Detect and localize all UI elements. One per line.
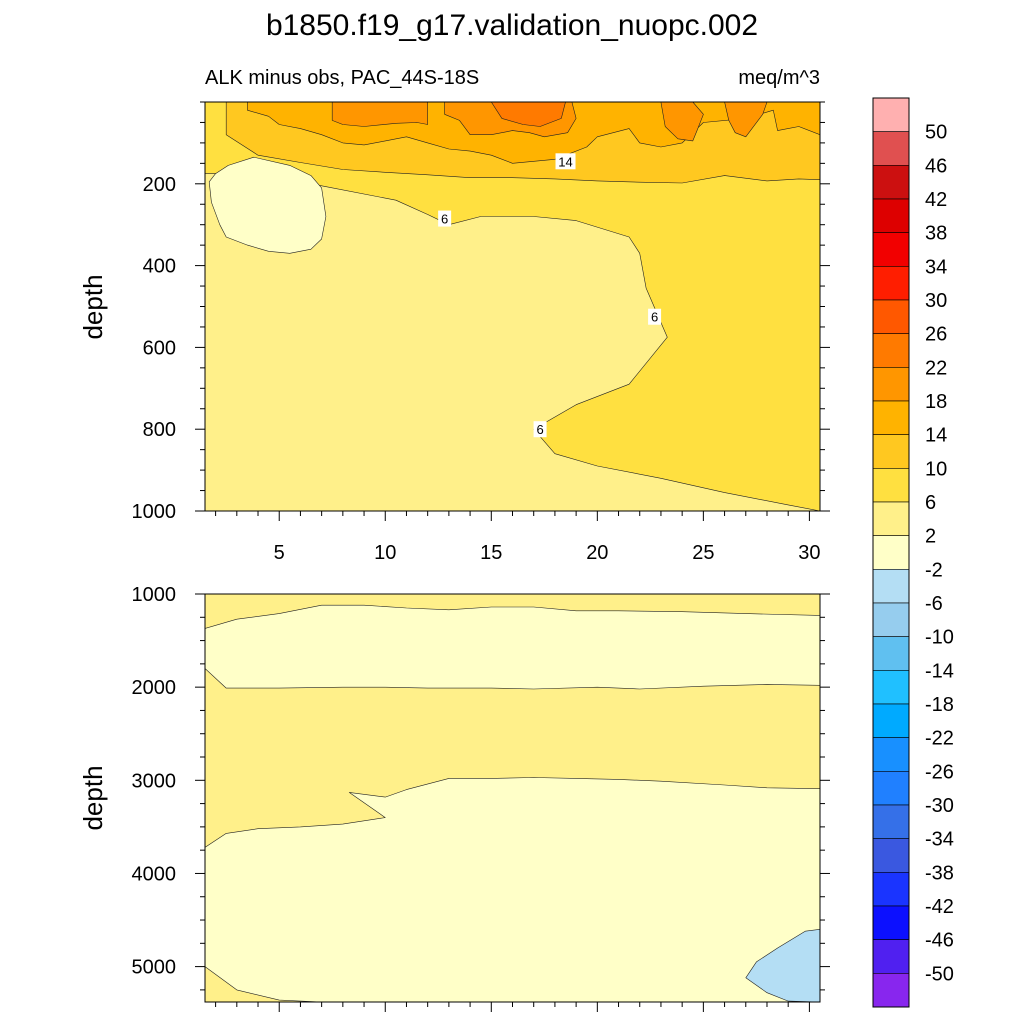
colorbar-label: -2 xyxy=(925,559,943,581)
colorbar-segment xyxy=(872,737,910,772)
upper-y-tick-label: 800 xyxy=(143,419,176,441)
upper-y-tick-label: 600 xyxy=(143,337,176,359)
contour-label: 6 xyxy=(441,212,448,227)
colorbar-segment xyxy=(872,299,910,334)
colorbar-label: 30 xyxy=(925,290,947,312)
colorbar-segment xyxy=(872,198,910,233)
upper-contour-region xyxy=(724,102,768,138)
upper-x-tick-label: 20 xyxy=(586,542,608,564)
upper-x-tick-label: 15 xyxy=(480,542,502,564)
lower-plot: 1000 2000 3000 4000 5000 xyxy=(132,584,830,1012)
colorbar-segment xyxy=(872,97,910,132)
colorbar-label: -22 xyxy=(925,728,954,750)
colorbar-segment xyxy=(872,602,910,637)
upper-y-tick-label: 200 xyxy=(143,174,176,196)
contour-label: 6 xyxy=(536,422,543,437)
colorbar-segment xyxy=(872,569,910,604)
upper-y-tick-label: 1000 xyxy=(132,501,177,523)
lower-y-tick-label: 3000 xyxy=(132,770,177,792)
upper-x-tick-label: 10 xyxy=(374,542,396,564)
lower-contour-region xyxy=(205,604,820,690)
contour-label: 14 xyxy=(558,154,572,169)
colorbar-label: -34 xyxy=(925,829,954,851)
colorbar-segment xyxy=(872,838,910,873)
subtitle-right: meq/m^3 xyxy=(738,67,820,89)
lower-y-axis-label: depth xyxy=(78,765,108,830)
colorbar-segment xyxy=(872,165,910,200)
colorbar-segment xyxy=(872,367,910,402)
colorbar-segment xyxy=(872,703,910,738)
contour-label: 6 xyxy=(651,310,658,325)
colorbar-segment xyxy=(872,670,910,705)
contour-label-box xyxy=(438,210,452,227)
colorbar-segment xyxy=(872,232,910,267)
upper-contour-region xyxy=(205,102,820,511)
colorbar-segment xyxy=(872,905,910,940)
colorbar-segment xyxy=(872,131,910,166)
colorbar-segment xyxy=(872,939,910,974)
colorbar-segment xyxy=(872,501,910,536)
contour-label-box xyxy=(555,153,576,170)
colorbar-segment xyxy=(872,468,910,503)
colorbar-label: 6 xyxy=(925,492,936,514)
colorbar-label: 10 xyxy=(925,458,947,480)
colorbar-label: 2 xyxy=(925,526,936,548)
lower-filled-contours xyxy=(205,594,820,1002)
lower-y-tick-label: 5000 xyxy=(132,957,177,979)
upper-contour-region xyxy=(208,156,327,254)
colorbar-label: -26 xyxy=(925,761,954,783)
colorbar-label: 14 xyxy=(925,425,947,447)
upper-contour-region xyxy=(660,102,704,142)
upper-x-tick-label: 5 xyxy=(274,542,285,564)
upper-contour-region xyxy=(490,102,566,127)
chart-title: b1850.f19_g17.validation_nuopc.002 xyxy=(266,9,758,42)
upper-y-axis-label: depth xyxy=(78,274,108,339)
colorbar-label: 26 xyxy=(925,324,947,346)
upper-x-tick-label: 30 xyxy=(798,542,820,564)
upper-x-tick-label: 25 xyxy=(692,542,714,564)
colorbar-segment xyxy=(872,771,910,806)
colorbar-segment xyxy=(872,973,910,1008)
colorbar-label: 42 xyxy=(925,189,947,211)
colorbar-label: 50 xyxy=(925,122,947,144)
colorbar-label: -46 xyxy=(925,930,954,952)
colorbar-label: -6 xyxy=(925,593,943,615)
colorbar-segment xyxy=(872,333,910,368)
upper-filled-contours xyxy=(205,102,820,511)
upper-y-tick-label: 400 xyxy=(143,256,176,278)
lower-y-tick-label: 1000 xyxy=(132,584,177,606)
colorbar-label: 22 xyxy=(925,357,947,379)
colorbar-label: -14 xyxy=(925,660,954,682)
colorbar-segment xyxy=(872,872,910,907)
colorbar-segment xyxy=(872,266,910,301)
colorbar-label: -10 xyxy=(925,627,954,649)
colorbar-label: -50 xyxy=(925,963,954,985)
colorbar-segment xyxy=(872,636,910,671)
colorbar-frame xyxy=(872,97,910,1008)
colorbar-label: 38 xyxy=(925,223,947,245)
colorbar-label: 34 xyxy=(925,256,947,278)
lower-y-tick-label: 4000 xyxy=(132,863,177,885)
contour-label-box xyxy=(533,421,547,438)
colorbar-segment xyxy=(872,434,910,469)
lower-y-tick-label: 2000 xyxy=(132,677,177,699)
colorbar: 50 46 42 38 34 30 26 22 18 14 10 6 2 -2 -6 -10 -14 -18 -22… xyxy=(872,97,954,1008)
colorbar-label: 18 xyxy=(925,391,947,413)
upper-contour-region xyxy=(331,102,429,127)
colorbar-label: -18 xyxy=(925,694,954,716)
colorbar-segment xyxy=(872,804,910,839)
colorbar-label: -42 xyxy=(925,896,954,918)
contour-label-box xyxy=(648,308,662,325)
colorbar-segment xyxy=(872,400,910,435)
colorbar-label: 46 xyxy=(925,155,947,177)
colorbar-label: -38 xyxy=(925,862,954,884)
upper-plot: 14 6 6 6 200 400 600 800 1000 5 10 15 20 25 30 xyxy=(132,101,830,564)
colorbar-segment xyxy=(872,535,910,570)
colorbar-label: -30 xyxy=(925,795,954,817)
subtitle-left: ALK minus obs, PAC_44S-18S xyxy=(205,67,479,89)
